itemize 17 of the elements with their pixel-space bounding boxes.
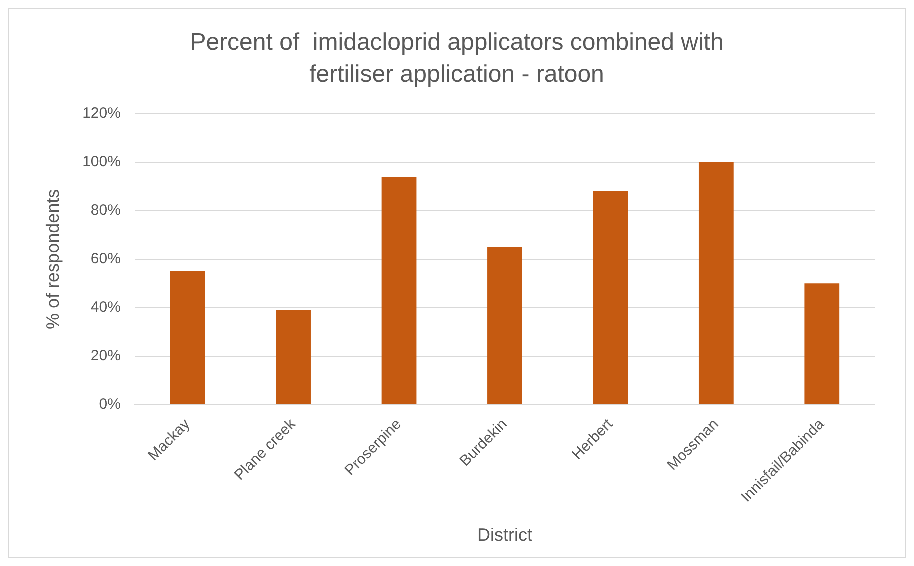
bar [593, 192, 628, 404]
bar [382, 177, 417, 404]
chart-title: Percent of imidacloprid applicators combined with fertiliser application - ratoon [189, 28, 725, 90]
y-tick-label: 60% [90, 250, 121, 268]
y-axis-title: % of respondents [42, 189, 63, 330]
x-axis-title: District [477, 525, 532, 546]
y-tick-label: 80% [90, 202, 121, 220]
bar [488, 247, 522, 404]
y-tick-label: 100% [82, 154, 121, 171]
bar [276, 310, 311, 404]
bar [804, 284, 840, 404]
y-tick-label: 40% [90, 299, 121, 316]
y-tick-label: 20% [90, 348, 121, 365]
y-tick-label: 0% [99, 396, 121, 413]
y-tick-label: 120% [82, 105, 121, 122]
bar [698, 162, 734, 404]
bar [170, 272, 206, 404]
